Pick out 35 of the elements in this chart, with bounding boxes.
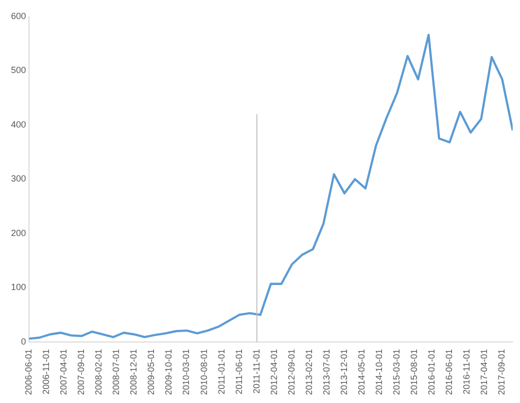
y-tick-label: 100 bbox=[10, 282, 26, 292]
y-tick-label: 400 bbox=[10, 119, 26, 130]
x-tick-label: 2007-09-01 bbox=[76, 348, 86, 396]
x-tick-label: 2011-06-01 bbox=[234, 348, 244, 394]
x-tick-label: 2008-02-01 bbox=[94, 348, 104, 396]
x-tick-label: 2008-12-01 bbox=[128, 348, 139, 396]
y-tick-label: 200 bbox=[10, 228, 26, 238]
y-tick-label: 0 bbox=[21, 336, 26, 346]
x-tick-label: 2014-10-01 bbox=[374, 348, 384, 396]
x-tick-label: 2010-03-01 bbox=[181, 348, 192, 396]
x-tick-label: 2017-09-01 bbox=[496, 348, 507, 396]
x-tick-label: 2012-04-01 bbox=[268, 348, 279, 396]
x-tick-label: 2009-05-01 bbox=[146, 348, 156, 396]
y-tick-label: 500 bbox=[10, 65, 26, 76]
x-tick-label: 2013-02-01 bbox=[304, 348, 314, 396]
x-tick-label: 2016-11-01 bbox=[462, 348, 472, 394]
x-tick-label: 2011-01-01 bbox=[216, 348, 226, 394]
x-tick-label: 2017-04-01 bbox=[479, 348, 490, 396]
x-tick-label: 2014-05-01 bbox=[356, 348, 366, 396]
y-tick-label: 300 bbox=[10, 174, 26, 184]
x-tick-label: 2006-06-01 bbox=[24, 348, 34, 396]
x-tick-label: 2009-10-01 bbox=[164, 348, 174, 396]
x-tick-label: 2011-11-01 bbox=[251, 348, 262, 394]
x-tick-label: 2013-12-01 bbox=[338, 348, 349, 396]
x-tick-label: 2010-08-01 bbox=[198, 348, 209, 396]
x-tick-label: 2015-03-01 bbox=[392, 348, 402, 396]
x-tick-label: 2016-06-01 bbox=[444, 348, 454, 396]
y-tick-label: 600 bbox=[10, 10, 26, 21]
x-tick-label: 2012-09-01 bbox=[286, 348, 296, 396]
x-tick-label: 2016-01-01 bbox=[426, 348, 437, 396]
x-tick-label: 2015-08-01 bbox=[409, 348, 420, 396]
x-tick-label: 2013-07-01 bbox=[321, 348, 332, 396]
x-tick-label: 2007-04-01 bbox=[58, 348, 69, 396]
x-tick-label: 2008-07-01 bbox=[111, 348, 122, 396]
x-tick-label: 2006-11-01 bbox=[41, 348, 52, 394]
